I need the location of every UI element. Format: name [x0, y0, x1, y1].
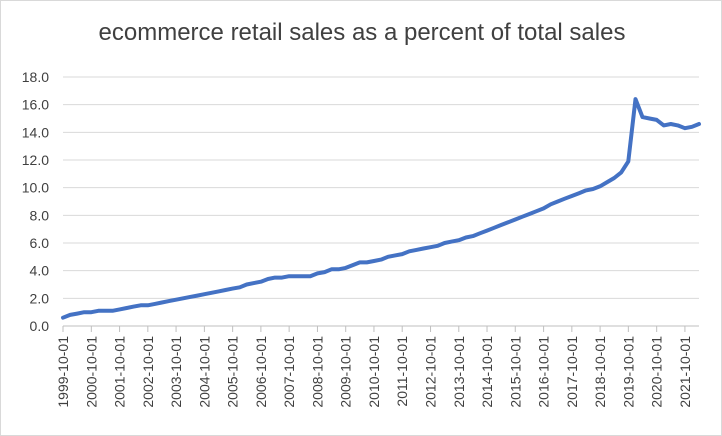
x-tick-label: 2010-10-01	[366, 336, 382, 408]
x-tick-label: 2011-10-01	[394, 336, 410, 407]
x-tick-label: 2015-10-01	[507, 336, 523, 408]
x-tick-label: 2007-10-01	[281, 336, 297, 408]
x-tick-label: 2018-10-01	[592, 336, 608, 408]
y-tick-label: 16.0	[22, 97, 49, 113]
x-tick-label: 2005-10-01	[225, 336, 241, 408]
y-tick-label: 14.0	[22, 124, 49, 140]
y-tick-label: 6.0	[30, 235, 50, 251]
y-tick-label: 10.0	[22, 180, 49, 196]
x-tick-label: 2013-10-01	[451, 336, 467, 408]
x-tick-label: 2020-10-01	[649, 336, 665, 408]
chart-title: ecommerce retail sales as a percent of t…	[98, 19, 626, 46]
x-tick-label: 2006-10-01	[253, 336, 269, 408]
x-tick-label: 2019-10-01	[620, 336, 636, 408]
y-tick-label: 8.0	[30, 207, 50, 223]
y-tick-label: 2.0	[30, 290, 50, 306]
x-tick-label: 2000-10-01	[83, 336, 99, 408]
x-tick-label: 2014-10-01	[479, 336, 495, 408]
y-tick-label: 12.0	[22, 152, 49, 168]
x-tick-label: 1999-10-01	[55, 336, 71, 408]
x-tick-label: 2001-10-01	[112, 336, 128, 408]
y-tick-label: 18.0	[22, 69, 49, 85]
x-tick-label: 2002-10-01	[140, 336, 156, 408]
x-tick-label: 2009-10-01	[338, 336, 354, 408]
x-tick-label: 2012-10-01	[423, 336, 439, 408]
y-tick-label: 4.0	[30, 263, 50, 279]
x-tick-label: 2017-10-01	[564, 336, 580, 408]
y-tick-label: 0.0	[30, 318, 50, 334]
x-tick-label: 2004-10-01	[196, 336, 212, 408]
x-tick-label: 2003-10-01	[168, 336, 184, 408]
series-line	[61, 97, 701, 320]
x-tick-label: 2016-10-01	[536, 336, 552, 408]
x-tick-label: 2021-10-01	[677, 336, 693, 408]
x-tick-label: 2008-10-01	[309, 336, 325, 408]
